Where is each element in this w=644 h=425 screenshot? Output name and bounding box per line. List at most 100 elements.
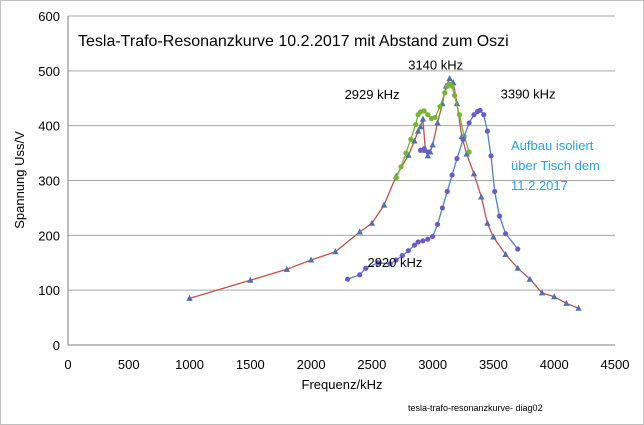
data-point	[490, 233, 497, 240]
x-tick-label: 3000	[418, 357, 447, 372]
data-point	[398, 164, 404, 170]
data-point	[421, 146, 427, 152]
data-point	[439, 205, 445, 211]
data-point	[551, 293, 558, 300]
x-tick-label: 1000	[175, 357, 204, 372]
data-point	[437, 103, 443, 110]
data-point	[411, 137, 418, 144]
x-tick-label: 3500	[479, 357, 508, 372]
data-point	[460, 136, 466, 142]
data-label: 3390 kHz	[501, 86, 556, 101]
y-tick-label: 200	[38, 228, 60, 243]
series-3	[417, 146, 431, 155]
data-point	[471, 112, 477, 118]
y-tick-label: 0	[53, 338, 60, 353]
data-point	[415, 239, 421, 245]
data-point	[451, 92, 458, 99]
data-point	[307, 256, 315, 263]
data-point	[419, 115, 427, 122]
data-point	[403, 150, 409, 156]
data-point	[408, 136, 414, 142]
data-label: 2920 kHz	[367, 255, 422, 270]
data-point	[575, 304, 582, 311]
x-tick-label: 4000	[540, 357, 569, 372]
series-layer	[186, 75, 582, 311]
data-point	[283, 265, 290, 272]
gridlines	[68, 15, 615, 291]
data-point	[357, 272, 363, 278]
data-point	[434, 119, 441, 126]
data-point	[466, 120, 472, 126]
data-point	[444, 188, 450, 195]
tick-labels: 0 100 200 300 400 500 600 0 500 1000 1500 2000 2500 3…	[38, 9, 629, 372]
data-point	[380, 201, 388, 208]
data-point	[417, 123, 424, 130]
data-point	[449, 83, 455, 89]
data-point	[399, 253, 405, 259]
y-tick-label: 500	[38, 64, 60, 79]
data-point	[434, 221, 441, 227]
note-line-1: Aufbau isoliert	[511, 138, 594, 153]
note-line-2: über Tisch dem	[511, 158, 600, 173]
data-point	[414, 127, 422, 134]
data-point	[481, 112, 487, 118]
data-point	[484, 128, 490, 134]
data-point	[421, 108, 427, 114]
data-point	[484, 219, 491, 226]
data-point	[393, 175, 399, 181]
data-label: 3140 kHz	[408, 58, 463, 73]
x-tick-label: 2000	[297, 357, 326, 372]
data-point	[478, 193, 485, 200]
data-point	[477, 107, 483, 113]
data-point	[456, 112, 463, 118]
data-point	[420, 238, 426, 244]
data-point	[449, 172, 455, 178]
series-1	[393, 81, 472, 181]
data-point	[466, 149, 472, 155]
x-tick-label: 500	[118, 357, 140, 372]
data-point	[442, 90, 448, 96]
annotation-layer: 3140 kHz 2929 kHz 3390 kHz 2920 kHz	[345, 58, 556, 270]
chart-title: Tesla-Trafo-Resonanzkurve 10.2.2017 mit …	[78, 33, 509, 50]
y-tick-label: 100	[38, 283, 60, 298]
data-point	[375, 260, 381, 266]
data-point	[429, 141, 436, 148]
data-point	[424, 152, 432, 159]
data-point	[405, 151, 412, 158]
data-point	[332, 248, 339, 255]
data-point	[247, 276, 254, 283]
data-point	[503, 231, 509, 237]
data-point	[405, 248, 411, 254]
data-point	[432, 114, 438, 121]
data-point	[344, 276, 351, 282]
data-point	[454, 155, 460, 162]
y-tick-label: 600	[38, 9, 60, 24]
data-point	[488, 153, 494, 159]
data-point	[356, 228, 363, 235]
x-tick-label: 1500	[236, 357, 265, 372]
x-tick-label: 4500	[601, 357, 630, 372]
x-tick-label: 0	[64, 357, 71, 372]
data-point	[430, 233, 436, 240]
data-point	[393, 257, 399, 263]
data-point	[411, 242, 418, 248]
data-point	[186, 294, 193, 301]
series-0	[186, 75, 582, 311]
data-point	[470, 170, 478, 177]
data-point	[387, 261, 393, 267]
data-point	[492, 188, 498, 195]
data-point	[413, 121, 419, 128]
data-point	[425, 149, 431, 155]
data-point	[363, 265, 369, 271]
data-point	[496, 213, 503, 219]
data-point	[502, 251, 509, 258]
data-point	[425, 236, 431, 242]
data-point	[463, 150, 470, 157]
x-axis-title: Frequenz/kHz	[302, 377, 383, 392]
note-line-3: 11.2.2017	[511, 178, 568, 193]
data-point	[526, 275, 534, 282]
data-point	[446, 75, 453, 82]
data-point	[563, 299, 570, 306]
y-tick-label: 300	[38, 174, 60, 189]
